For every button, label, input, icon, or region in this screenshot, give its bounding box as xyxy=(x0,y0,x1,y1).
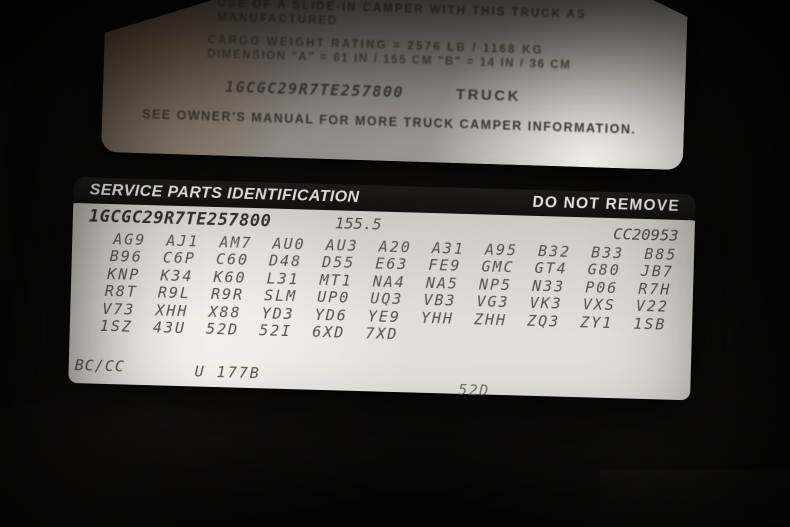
vin-text: 1GCGC29R7TE257800 xyxy=(224,77,405,102)
vehicle-type-text: TRUCK xyxy=(455,86,522,106)
do-not-remove-text: DO NOT REMOVE xyxy=(531,193,681,215)
camper-usage-line2: MANUFACTURED xyxy=(217,11,339,28)
rpo-code-grid: AG9 AJ1 AM7 AU0 AU3 A20 A31 A95 B32 B33 … xyxy=(100,230,678,350)
camper-vin-row: 1GCGC29R7TE257800 TRUCK xyxy=(225,78,521,105)
owners-manual-line: SEE OWNER'S MANUAL FOR MORE TRUCK CAMPER… xyxy=(141,107,637,137)
floor-streak xyxy=(600,470,790,527)
spid-body: 1GCGC29R7TE257800 155.5 CC20953 AG9 AJ1 … xyxy=(68,202,696,401)
label-serial-number: CC20953 xyxy=(613,225,679,245)
wheelbase-value: 155.5 xyxy=(334,214,382,234)
floor-streak xyxy=(0,371,242,527)
panel-edge-highlight xyxy=(0,60,16,280)
secondary-paint-code: 52D xyxy=(457,380,491,400)
spid-title: SERVICE PARTS IDENTIFICATION xyxy=(89,181,360,206)
spid-vin-text: 1GCGC29R7TE257800 xyxy=(88,206,272,232)
paint-trim-row: BC/CC U 177B 52D xyxy=(74,356,675,400)
paint-code: U 177B xyxy=(194,362,262,383)
spid-label: SERVICE PARTS IDENTIFICATION DO NOT REMO… xyxy=(68,177,696,401)
trim-code: BC/CC xyxy=(74,356,126,376)
camper-info-label: USE OF A SLIDE-IN CAMPER WITH THIS TRUCK… xyxy=(100,0,690,171)
